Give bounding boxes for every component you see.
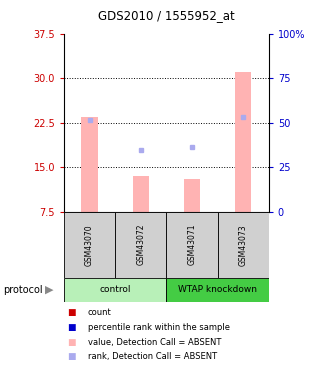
- Text: WTAP knockdown: WTAP knockdown: [178, 285, 257, 294]
- Bar: [235, 72, 252, 212]
- Text: GSM43073: GSM43073: [239, 224, 248, 266]
- Text: ▶: ▶: [45, 285, 54, 295]
- Text: control: control: [100, 285, 131, 294]
- Bar: [115, 212, 166, 278]
- Text: rank, Detection Call = ABSENT: rank, Detection Call = ABSENT: [88, 352, 217, 361]
- Text: ■: ■: [67, 308, 76, 317]
- Text: GSM43070: GSM43070: [85, 224, 94, 266]
- Text: GSM43071: GSM43071: [188, 224, 196, 266]
- Bar: [64, 212, 115, 278]
- Bar: [166, 278, 269, 302]
- Text: value, Detection Call = ABSENT: value, Detection Call = ABSENT: [88, 338, 221, 346]
- Text: GSM43072: GSM43072: [136, 224, 145, 266]
- Text: percentile rank within the sample: percentile rank within the sample: [88, 323, 230, 332]
- Bar: [218, 212, 269, 278]
- Text: protocol: protocol: [3, 285, 43, 295]
- Bar: [132, 176, 149, 212]
- Bar: [184, 179, 200, 212]
- Text: ■: ■: [67, 323, 76, 332]
- Text: ■: ■: [67, 352, 76, 361]
- Text: count: count: [88, 308, 112, 317]
- Text: ■: ■: [67, 338, 76, 346]
- Text: GDS2010 / 1555952_at: GDS2010 / 1555952_at: [98, 9, 235, 22]
- Bar: [64, 278, 166, 302]
- Bar: [166, 212, 218, 278]
- Bar: [81, 117, 98, 212]
